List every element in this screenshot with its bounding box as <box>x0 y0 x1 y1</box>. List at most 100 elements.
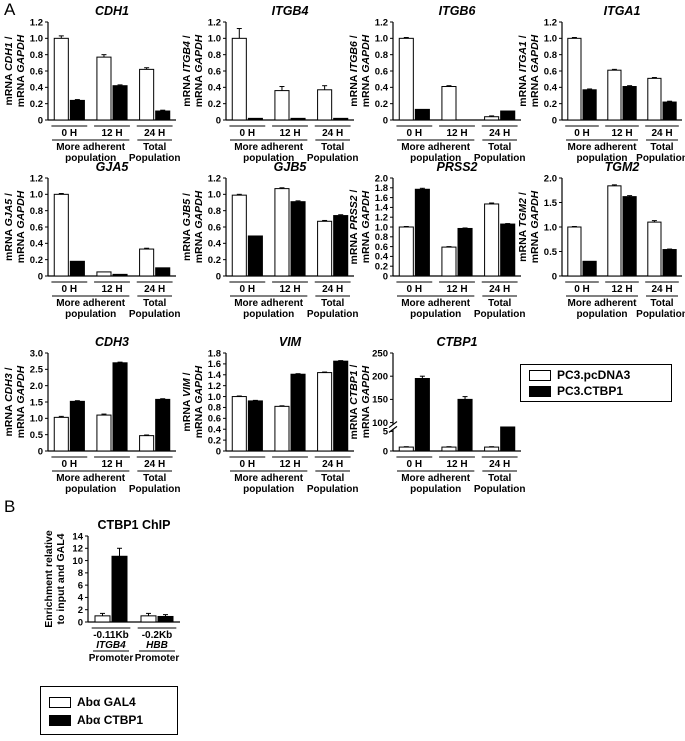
y-tick-label: 0.6 <box>30 222 43 233</box>
y-tick-label: 0.5 <box>544 247 558 258</box>
x-tick-label: -0.11Kb <box>93 630 129 641</box>
bar <box>441 446 457 452</box>
group-label: population <box>243 153 294 164</box>
chart-gja5: GJA5 0 0.2 0.4 0.6 0.8 1.0 1.2 mRNA GJA5 /mRNA G… <box>3 160 181 320</box>
y-axis-label: mRNA GAPDH <box>193 34 205 107</box>
y-tick-label: 0 <box>383 115 388 126</box>
y-tick-label: 1.0 <box>208 392 221 403</box>
x-tick-label: 12 H <box>446 284 467 295</box>
bar <box>500 223 516 277</box>
y-tick-label: 0.4 <box>208 425 222 436</box>
bar <box>622 86 637 121</box>
bar <box>231 37 247 121</box>
x-tick-label: 24 H <box>322 128 343 139</box>
x-tick-label: 24 H <box>651 128 672 139</box>
bar <box>231 396 247 452</box>
group-label: More adherent <box>401 142 471 153</box>
bar <box>155 110 171 121</box>
group-label: population <box>243 484 294 495</box>
y-axis-label: mRNA ITGB4 / <box>181 35 193 106</box>
y-axis-label: mRNA GAPDH <box>360 34 372 107</box>
y-tick-label: 6 <box>78 580 83 591</box>
bar <box>484 203 500 277</box>
x-tick-label: 24 H <box>489 459 510 470</box>
group-label: More adherent <box>56 473 126 484</box>
legend-swatch-open <box>49 696 71 708</box>
legend-item-gal4: Abα GAL4 <box>49 695 136 709</box>
y-tick-label: 3.0 <box>30 348 43 359</box>
bar <box>457 227 473 277</box>
x-tick-label: 24 H <box>489 128 510 139</box>
bar <box>607 69 622 121</box>
y-tick-label: 0.2 <box>375 262 388 273</box>
legend-swatch-filled <box>529 385 551 397</box>
x-tick-label: 24 H <box>322 284 343 295</box>
y-tick-label: 1.0 <box>30 414 43 425</box>
group-label: Population <box>129 484 181 495</box>
y-tick-label: 0 <box>383 446 388 457</box>
bar <box>96 271 112 277</box>
group-label: More adherent <box>568 142 638 153</box>
y-axis-label: Enrichment relative <box>43 530 55 628</box>
bar <box>247 400 263 452</box>
y-axis-label: mRNA ITGA1 / <box>517 35 529 106</box>
y-tick-label: 100 <box>372 418 388 429</box>
chart-title: CDH1 <box>95 4 129 18</box>
bar <box>398 37 414 121</box>
legend-item-ctbp1: PC3.CTBP1 <box>529 384 623 398</box>
group-label: Total <box>321 473 344 484</box>
y-tick-label: 1.0 <box>208 34 221 45</box>
y-tick-label: 0 <box>38 271 43 282</box>
y-tick-label: 10 <box>72 556 83 567</box>
promoter-gene-label: ITGB4 <box>96 640 126 651</box>
y-tick-label: 0.2 <box>375 99 388 110</box>
group-label: More adherent <box>401 298 471 309</box>
group-label: Total <box>321 298 344 309</box>
y-axis-label: mRNA CTBP1 / <box>348 364 360 439</box>
chart-title: ITGA1 <box>604 4 641 18</box>
bar <box>398 226 414 277</box>
x-tick-label: 12 H <box>611 284 632 295</box>
y-tick-label: 1.4 <box>375 203 389 214</box>
bar <box>567 226 582 277</box>
y-tick-label: 1.0 <box>30 190 43 201</box>
x-tick-label: 0 H <box>407 459 423 470</box>
panel-b-letter: B <box>4 497 16 516</box>
x-tick-label: 0 H <box>574 128 590 139</box>
group-label: Total <box>650 298 673 309</box>
y-tick-label: 2.5 <box>30 365 44 376</box>
bar <box>139 68 155 121</box>
bar <box>290 201 306 277</box>
y-tick-label: 0.2 <box>208 255 221 266</box>
group-label: Total <box>650 142 673 153</box>
bar <box>500 426 516 452</box>
x-tick-label: 12 H <box>446 459 467 470</box>
legend-panel-a: PC3.pcDNA3 PC3.CTBP1 <box>520 364 672 402</box>
x-tick-label: 0 H <box>407 128 423 139</box>
bar <box>582 260 597 277</box>
y-tick-label: 0.4 <box>208 83 222 94</box>
y-tick-label: 0 <box>552 115 557 126</box>
y-tick-label: 0.8 <box>30 206 43 217</box>
group-label: population <box>576 153 627 164</box>
group-label: Population <box>307 484 359 495</box>
y-tick-label: 0.6 <box>544 66 557 77</box>
y-tick-label: 0 <box>38 115 43 126</box>
y-axis-label: mRNA TGM2 / <box>517 192 529 262</box>
y-tick-label: 1.6 <box>375 193 388 204</box>
chart-title: ITGB4 <box>272 4 309 18</box>
x-tick-label: 12 H <box>611 128 632 139</box>
y-tick-label: 1.2 <box>208 173 221 184</box>
y-tick-label: 1.0 <box>30 34 43 45</box>
y-axis-label: mRNA GJB5 / <box>181 193 193 261</box>
bar <box>111 555 128 623</box>
group-label: population <box>65 153 116 164</box>
bar <box>231 194 247 277</box>
legend-label-ctbp1-ab: Abα CTBP1 <box>77 713 144 727</box>
bar <box>155 267 171 277</box>
y-tick-label: 0.5 <box>30 430 44 441</box>
y-tick-label: 0.2 <box>30 99 43 110</box>
